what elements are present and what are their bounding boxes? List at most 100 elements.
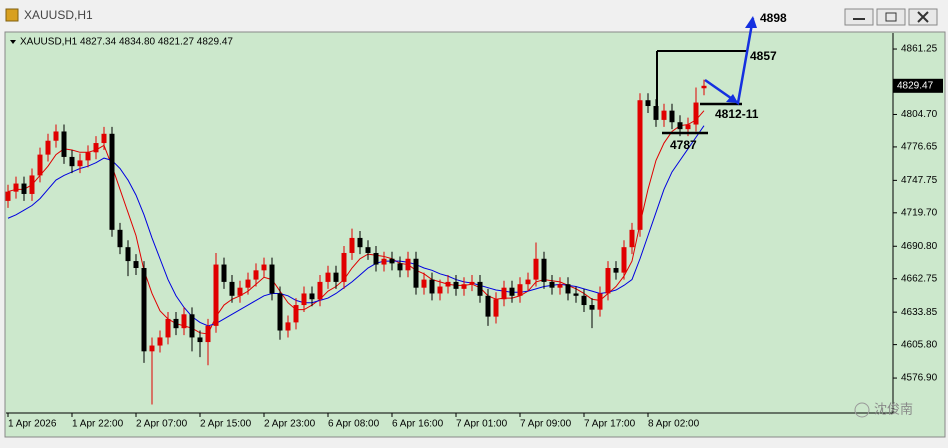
candle-body: [29, 175, 35, 194]
candle-body: [213, 264, 219, 326]
x-tick-label: 2 Apr 15:00: [200, 419, 252, 430]
candle-body: [69, 156, 75, 167]
candle-body: [365, 247, 371, 253]
candle-body: [517, 284, 523, 296]
y-tick-label: 4719.70: [901, 207, 938, 218]
annotation-label: 4812-11: [715, 107, 759, 121]
candle-body: [613, 268, 619, 273]
candle-body: [317, 281, 323, 300]
candle-body: [485, 295, 491, 317]
annotation-label: 4857: [750, 49, 777, 63]
moving-average: [7, 110, 705, 335]
y-tick-label: 4804.70: [901, 109, 938, 120]
annotation-label: 4898: [760, 11, 787, 25]
x-tick-label: 7 Apr 09:00: [520, 419, 572, 430]
candle-body: [53, 131, 59, 141]
restore-button[interactable]: [876, 8, 906, 26]
candle-body: [477, 281, 483, 296]
candle-body: [13, 183, 19, 192]
candle-body: [381, 258, 387, 265]
candle-body: [357, 237, 363, 248]
x-tick-label: 8 Apr 02:00: [648, 419, 700, 430]
annotation-box: [656, 50, 748, 108]
candle-body: [349, 237, 355, 253]
y-tick-label: 4662.75: [901, 273, 938, 284]
candle-body: [269, 264, 275, 294]
candle-body: [541, 258, 547, 282]
x-tick-label: 6 Apr 08:00: [328, 419, 380, 430]
candle-body: [533, 258, 539, 280]
candle-body: [389, 258, 395, 264]
candle-body: [197, 337, 203, 343]
candle-body: [245, 279, 251, 288]
candle-body: [133, 261, 139, 269]
candle-body: [93, 143, 99, 153]
candle-body: [685, 124, 691, 130]
candle-body: [605, 268, 611, 294]
annotation-label: 4787: [670, 138, 697, 152]
arrow-heads: [726, 16, 757, 103]
candle-body: [421, 279, 427, 288]
y-tick-label: 4690.80: [901, 241, 938, 252]
candle-body: [77, 160, 83, 167]
candle-body: [165, 318, 171, 338]
close-glyph: [917, 11, 929, 23]
candle-body: [397, 263, 403, 271]
candle-body: [157, 337, 163, 346]
candle-body: [85, 152, 91, 161]
candle-body: [661, 110, 667, 120]
candle-body: [181, 314, 187, 329]
x-tick-label: 7 Apr 17:00: [584, 419, 636, 430]
candle-body: [125, 247, 131, 262]
candle-body: [461, 284, 467, 289]
candle-body: [581, 295, 587, 306]
y-tick-label: 4861.25: [901, 44, 938, 55]
candle-body: [525, 279, 531, 285]
window-buttons[interactable]: [844, 8, 938, 26]
candle-body: [469, 281, 475, 285]
candle-body: [589, 305, 595, 310]
minimize-button[interactable]: [844, 8, 874, 26]
candle-body: [37, 154, 43, 176]
price-tag-label: 4829.47: [897, 80, 934, 91]
candle-body: [325, 272, 331, 282]
candle-body: [141, 268, 147, 352]
candle-body: [549, 281, 555, 288]
candle-body: [117, 229, 123, 248]
candle-body: [61, 131, 67, 157]
y-tick-label: 4605.80: [901, 339, 938, 350]
candle-body: [693, 102, 699, 125]
candle-body: [501, 287, 507, 300]
candle-body: [645, 100, 651, 107]
window-title: XAUUSD,H1: [24, 8, 93, 22]
candle-body: [565, 284, 571, 294]
candle-body: [341, 252, 347, 282]
watermark-icon: [854, 402, 870, 418]
candle-body: [453, 281, 459, 289]
candle-body: [653, 106, 659, 120]
candle-body: [509, 287, 515, 296]
candle-body: [373, 252, 379, 265]
window-icon: [5, 8, 19, 22]
candle-body: [189, 314, 195, 338]
candle-body: [277, 293, 283, 331]
y-tick-label: 4747.75: [901, 175, 938, 186]
candle-body: [45, 140, 51, 155]
x-tick-label: 2 Apr 23:00: [264, 419, 316, 430]
candle-body: [629, 229, 635, 248]
candle-body: [445, 281, 451, 287]
candle-body: [253, 270, 259, 280]
candle-body: [301, 293, 307, 306]
candle-body: [109, 133, 115, 230]
watermark: 沈俊南: [874, 401, 913, 416]
candle-body: [437, 286, 443, 294]
candle-body: [229, 281, 235, 296]
candle-body: [637, 100, 643, 230]
candle-body: [21, 183, 27, 194]
legend-arrow: [10, 40, 16, 44]
price-tag: [893, 78, 943, 93]
candle-body: [5, 191, 11, 201]
candle-body: [333, 272, 339, 282]
chart-area: [4, 31, 946, 438]
